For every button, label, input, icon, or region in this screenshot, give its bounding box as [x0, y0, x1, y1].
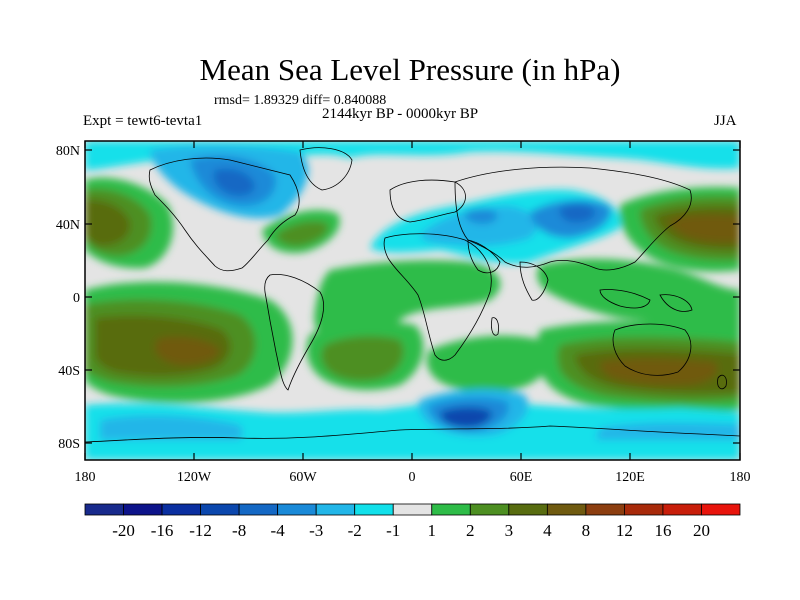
colorbar-label: 8	[582, 521, 591, 540]
map-title: Mean Sea Level Pressure (in hPa)	[199, 52, 621, 87]
colorbar-swatch	[585, 503, 625, 516]
y-tick-label: 40S	[58, 364, 80, 379]
colorbar-swatch	[431, 503, 471, 516]
colorbar-label: 1	[428, 521, 437, 540]
colorbar-swatch	[161, 503, 201, 516]
colorbar-swatch	[277, 503, 317, 516]
colorbar-label: 20	[693, 521, 710, 540]
colorbar-label: -16	[151, 521, 174, 540]
colorbar: -20 -16 -12 -8 -4 -3 -2 -1 1 2 3 4 8 12 16 20	[84, 503, 741, 540]
x-tick-label: 180	[75, 470, 96, 485]
colorbar-label: 2	[466, 521, 475, 540]
colorbar-swatch	[624, 503, 664, 516]
colorbar-swatch	[701, 503, 741, 516]
colorbar-swatch	[546, 503, 587, 516]
x-tick-label: 120W	[177, 470, 212, 485]
x-axis: 180 120W 60W 0 60E 120E 180	[75, 141, 751, 485]
y-tick-label: 0	[73, 291, 80, 306]
season-label: JJA	[714, 113, 737, 129]
colorbar-label: 16	[654, 521, 671, 540]
stats-subtitle: rmsd= 1.89329 diff= 0.840088	[214, 93, 387, 108]
colorbar-label: -20	[112, 521, 135, 540]
experiment-label: Expt = tewt6-tevta1	[83, 113, 203, 129]
y-tick-label: 40N	[56, 218, 80, 233]
colorbar-label: -2	[348, 521, 362, 540]
colorbar-swatch	[469, 503, 510, 516]
colorbar-label: 4	[543, 521, 552, 540]
colorbar-swatch	[315, 503, 356, 516]
colorbar-label: -8	[232, 521, 246, 540]
coastlines	[85, 147, 740, 443]
colorbar-swatch	[392, 503, 433, 516]
colorbar-label: -12	[189, 521, 212, 540]
colorbar-label: 3	[505, 521, 514, 540]
y-tick-label: 80N	[56, 144, 80, 159]
x-tick-label: 120E	[615, 470, 645, 485]
pressure-field	[85, 141, 740, 460]
colorbar-swatch	[662, 503, 702, 516]
x-tick-label: 180	[730, 470, 751, 485]
x-tick-label: 0	[409, 470, 416, 485]
x-tick-label: 60E	[510, 470, 533, 485]
colorbar-swatch	[238, 503, 279, 516]
colorbar-swatch	[200, 503, 240, 516]
colorbar-swatch	[84, 503, 124, 516]
colorbar-label: 12	[616, 521, 633, 540]
colorbar-swatch	[123, 503, 163, 516]
colorbar-swatch	[354, 503, 394, 516]
period-subtitle: 2144kyr BP - 0000kyr BP	[322, 106, 479, 122]
y-axis: 80N 40N 0 40S 80S	[56, 144, 740, 452]
colorbar-label: -1	[386, 521, 400, 540]
y-tick-label: 80S	[58, 437, 80, 452]
colorbar-label: -3	[309, 521, 323, 540]
colorbar-label: -4	[271, 521, 286, 540]
colorbar-swatch	[508, 503, 548, 516]
x-tick-label: 60W	[289, 470, 317, 485]
